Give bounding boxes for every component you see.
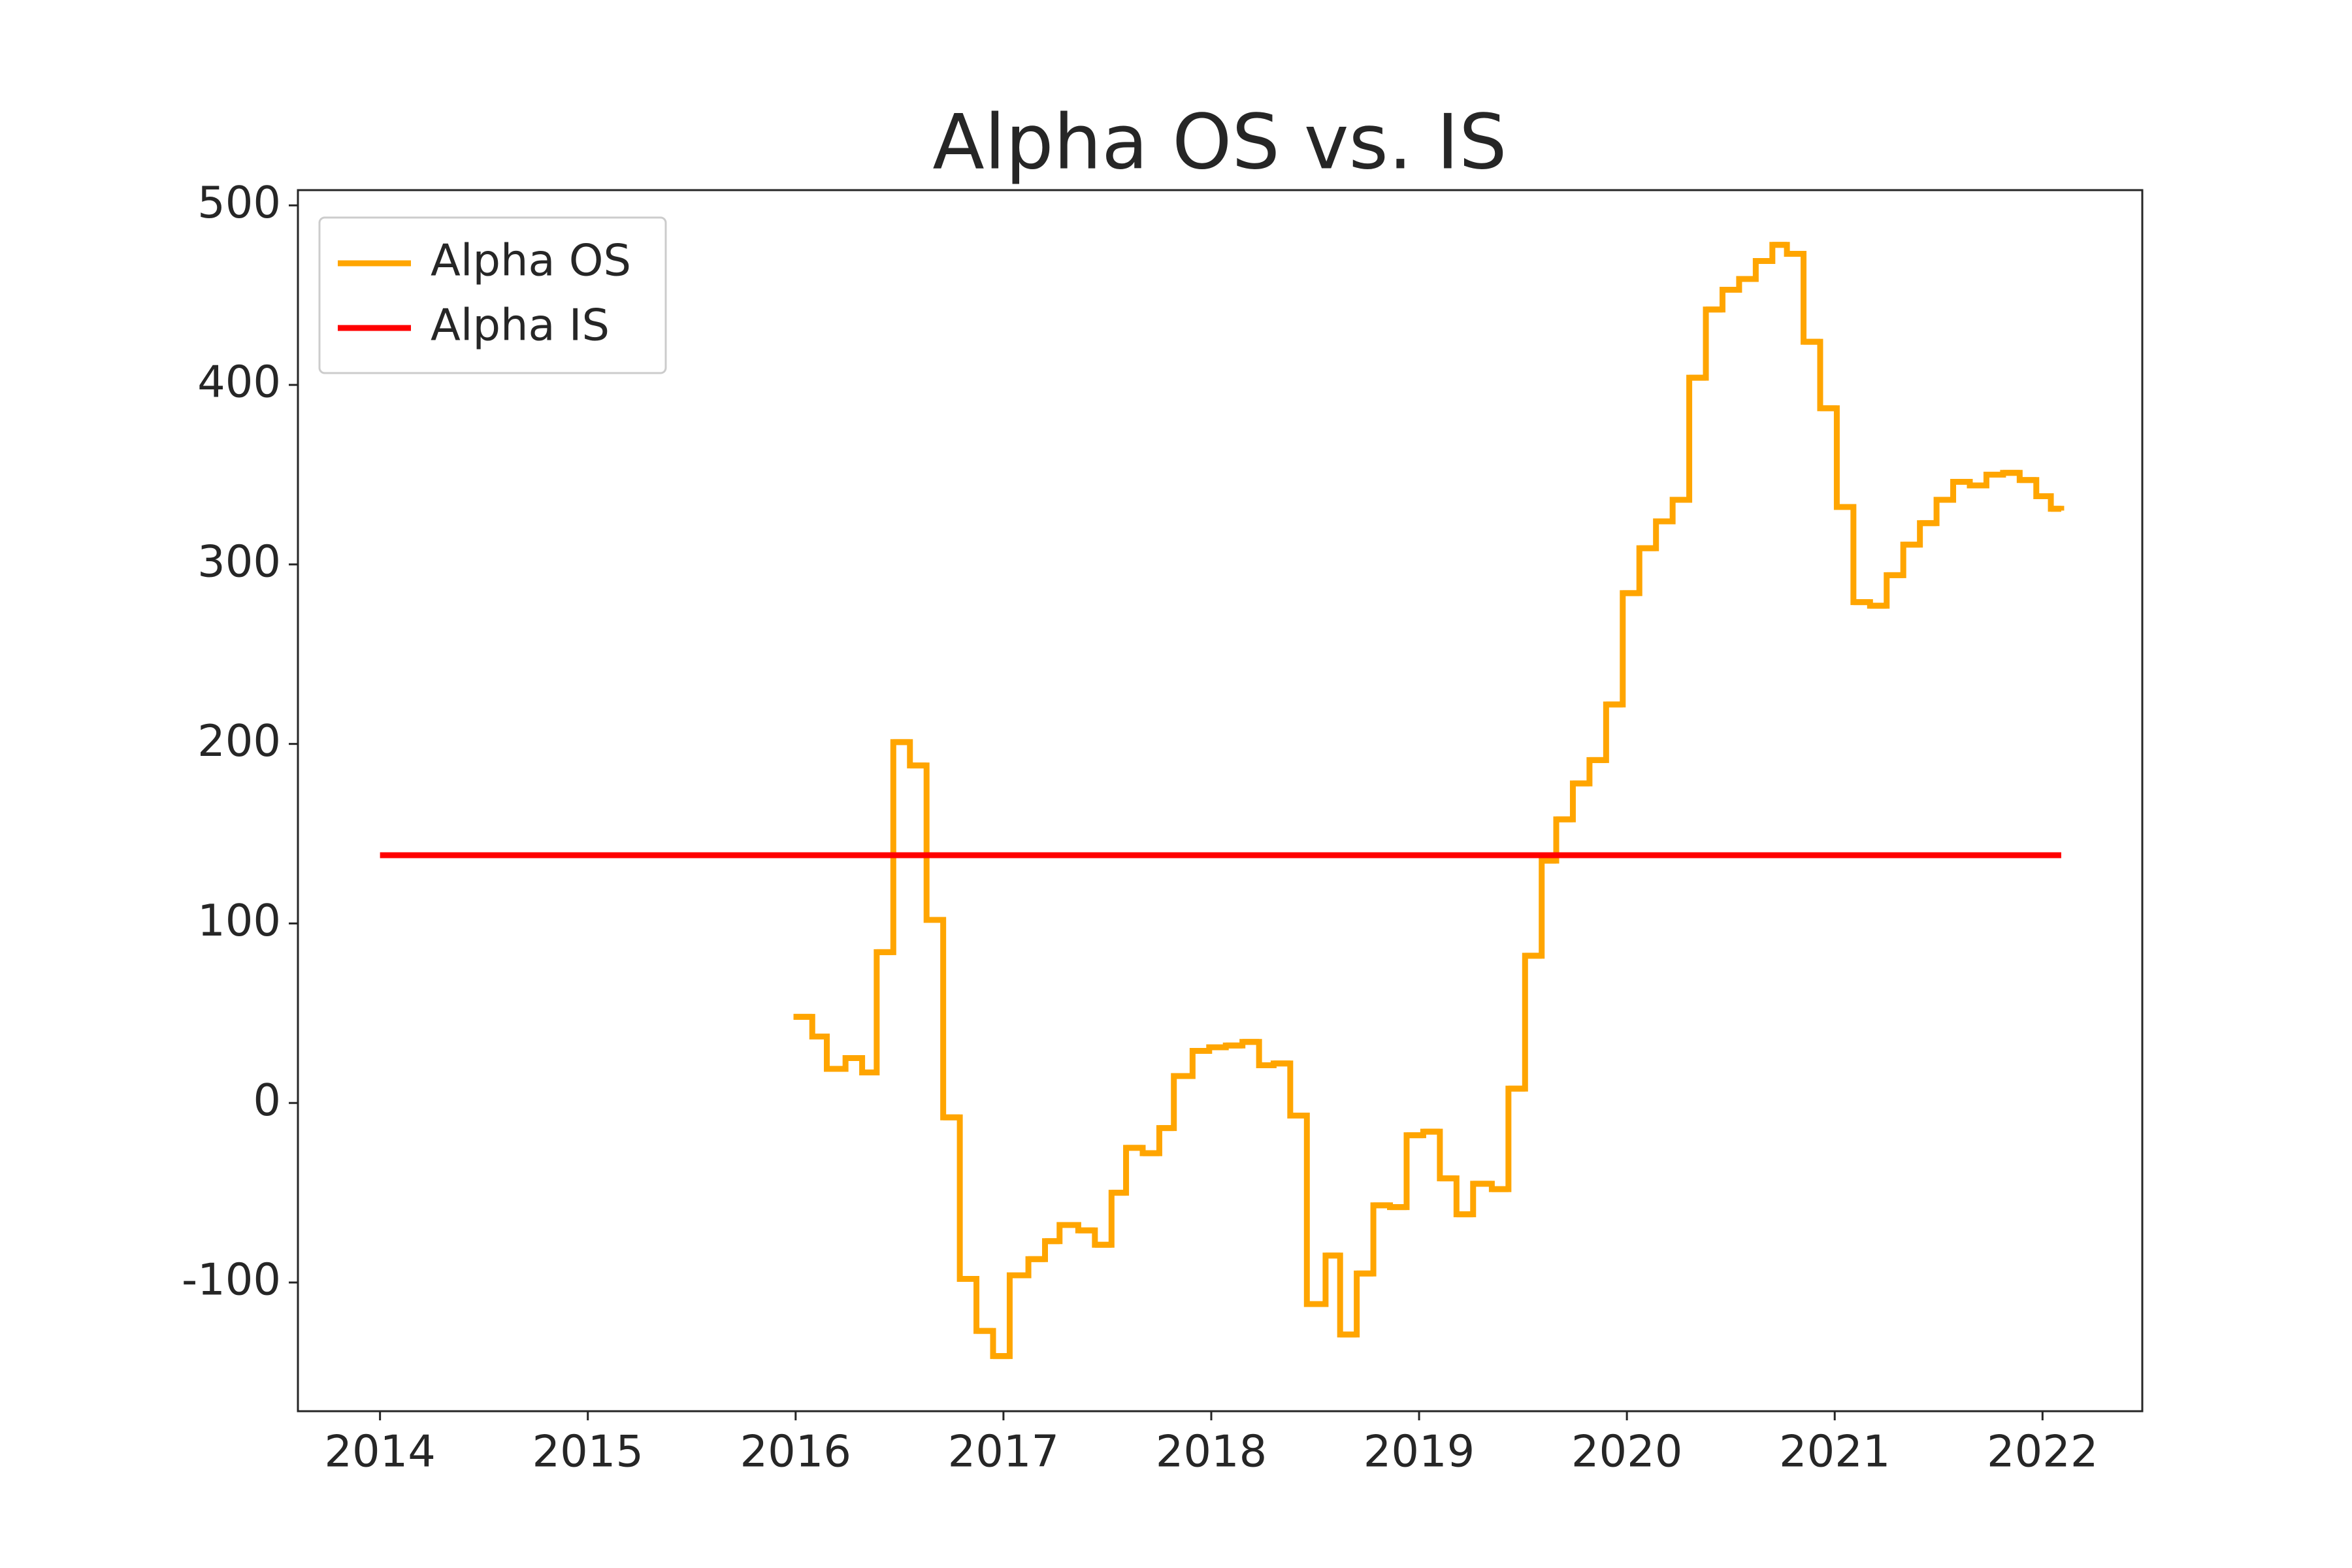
x-tick-label: 2015 <box>532 1426 644 1477</box>
x-tick-label: 2019 <box>1364 1426 1475 1477</box>
y-tick-label: 400 <box>197 357 281 408</box>
legend-label: Alpha IS <box>431 300 610 351</box>
y-tick-label: 500 <box>197 177 281 228</box>
x-tick-label: 2020 <box>1571 1426 1683 1477</box>
x-tick-label: 2018 <box>1156 1426 1267 1477</box>
x-tick-label: 2014 <box>324 1426 436 1477</box>
x-tick-label: 2016 <box>740 1426 852 1477</box>
y-tick-label: 200 <box>197 715 281 766</box>
legend-box <box>318 216 667 374</box>
y-tick-label: 300 <box>197 536 281 587</box>
y-tick-label: -100 <box>182 1254 281 1305</box>
axes-frame <box>297 189 2144 1413</box>
x-tick-label: 2017 <box>948 1426 1060 1477</box>
step-line <box>793 242 2065 1360</box>
chart-title: Alpha OS vs. IS <box>932 99 1507 187</box>
series <box>793 242 2065 1360</box>
x-tick-label: 2021 <box>1779 1426 1891 1477</box>
legend-label: Alpha OS <box>431 235 631 286</box>
x-tick-label: 2022 <box>1987 1426 2099 1477</box>
y-tick-label: 100 <box>197 895 281 946</box>
y-tick-label: 0 <box>253 1075 281 1126</box>
